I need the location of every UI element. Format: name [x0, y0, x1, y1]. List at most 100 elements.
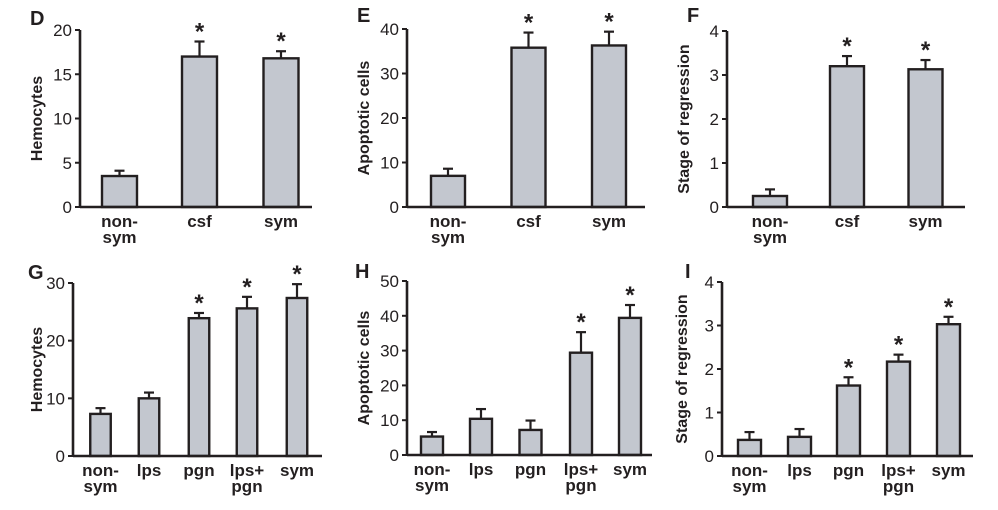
y-tick-label: 40 [380, 307, 399, 326]
y-axis-label: Hemocytes [29, 76, 46, 161]
bar [736, 438, 763, 458]
x-tick-label: csf [835, 212, 860, 231]
panel-letter: D [30, 8, 44, 30]
y-tick-label: 30 [380, 342, 399, 361]
significance-star: * [625, 282, 635, 309]
y-tick-label: 15 [53, 65, 72, 84]
bar [235, 307, 259, 458]
x-tick-label: pgn [231, 477, 262, 496]
significance-star: * [292, 261, 302, 288]
bar [935, 322, 962, 458]
x-tick-label: non- [430, 212, 467, 231]
bar [180, 55, 219, 209]
bar [568, 351, 594, 457]
bar [429, 174, 467, 209]
y-tick-label: 40 [380, 20, 399, 39]
bar [262, 57, 300, 209]
y-tick-label: 10 [380, 154, 399, 173]
significance-star: * [576, 309, 586, 336]
bar [137, 397, 161, 458]
bar [468, 417, 494, 457]
x-tick-label: sym [732, 477, 766, 496]
significance-star: * [894, 332, 904, 359]
y-tick-label: 0 [63, 198, 72, 217]
x-tick-label: sym [102, 228, 136, 247]
x-tick-label: lps+ [881, 461, 916, 480]
x-tick-label: non- [101, 212, 138, 231]
x-tick-label: lps [469, 460, 494, 479]
significance-star: * [604, 9, 614, 36]
x-tick-label: sym [908, 212, 942, 231]
x-tick-label: pgn [565, 476, 596, 495]
y-tick-label: 1 [705, 404, 714, 423]
y-tick-label: 2 [705, 360, 714, 379]
bar [100, 174, 139, 209]
bar [786, 435, 813, 458]
bar [828, 64, 866, 209]
x-tick-label: sym [431, 228, 465, 247]
x-tick-label: sym [753, 228, 787, 247]
y-tick-label: 20 [53, 21, 72, 40]
panel-letter: I [685, 261, 691, 283]
significance-star: * [844, 354, 854, 381]
bar [518, 428, 543, 457]
bar [885, 360, 912, 458]
x-tick-label: sym [613, 460, 647, 479]
x-tick-label: sym [83, 477, 117, 496]
y-tick-label: 0 [390, 198, 399, 217]
y-tick-label: 3 [710, 66, 719, 85]
y-axis-label: Apoptotic cells [356, 311, 373, 426]
y-tick-label: 0 [710, 198, 719, 217]
y-tick-label: 0 [390, 446, 399, 465]
y-tick-label: 0 [705, 447, 714, 466]
y-tick-label: 4 [710, 22, 719, 41]
bar [835, 384, 862, 458]
y-tick-label: 10 [53, 110, 72, 129]
y-axis-label: Stage of regression [676, 44, 693, 193]
panel-letter: F [687, 5, 699, 27]
y-tick-label: 3 [705, 317, 714, 336]
x-tick-label: pgn [833, 461, 864, 480]
x-tick-label: lps+ [564, 460, 599, 479]
bar [419, 435, 445, 457]
significance-star: * [194, 290, 204, 317]
y-axis-label: Stage of regression [674, 294, 691, 443]
x-tick-label: sym [264, 212, 298, 231]
x-tick-label: non- [82, 461, 119, 480]
x-tick-label: non- [731, 461, 768, 480]
x-tick-label: sym [931, 461, 965, 480]
y-tick-label: 0 [56, 447, 65, 466]
bar [187, 316, 211, 458]
significance-star: * [242, 274, 252, 301]
y-tick-label: 20 [46, 332, 65, 351]
x-tick-label: csf [516, 212, 541, 231]
bar [89, 412, 112, 458]
chart-panel-g: GHemocytesnon-symlps*pgn*lps+pgn*sym0102… [28, 261, 322, 496]
x-tick-label: pgn [515, 460, 546, 479]
x-tick-label: pgn [183, 461, 214, 480]
y-axis-label: Apoptotic cells [356, 61, 373, 176]
x-tick-label: sym [280, 461, 314, 480]
y-tick-label: 50 [380, 272, 399, 291]
significance-star: * [921, 37, 931, 64]
y-tick-label: 10 [380, 411, 399, 430]
chart-panel-d: D Hemocytes non-sym * csf * sym 0 5 10 15 20 [29, 8, 312, 247]
y-tick-label: 30 [46, 274, 65, 293]
x-tick-label: sym [415, 476, 449, 495]
bar [590, 44, 628, 209]
y-axis-label: Hemocytes [29, 327, 46, 412]
significance-star: * [276, 28, 286, 55]
significance-star: * [195, 19, 205, 46]
chart-panel-e: E Apoptotic cells non-sym * csf * sym 0 10 20 30 40 [356, 5, 645, 247]
chart-panel-f: F Stage of regression non-sym * csf * sym 0 1 2 3 4 [676, 5, 965, 247]
bar [285, 296, 309, 458]
x-tick-label: lps [137, 461, 162, 480]
x-tick-label: sym [592, 212, 626, 231]
panel-letter: H [355, 261, 369, 283]
x-tick-label: lps [787, 461, 812, 480]
significance-star: * [944, 294, 954, 321]
y-tick-label: 1 [710, 154, 719, 173]
